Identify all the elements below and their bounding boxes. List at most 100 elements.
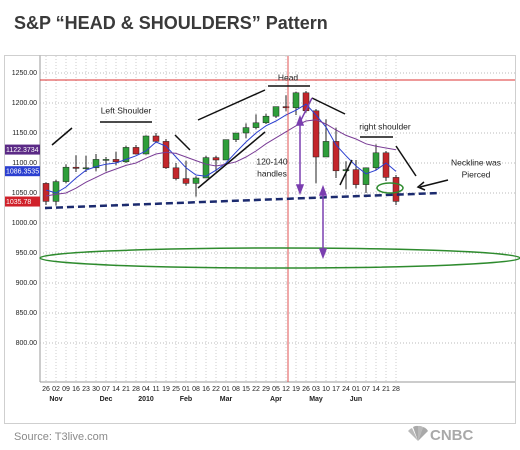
x-tick-label: 07 [362,386,370,393]
y-tick-label: 800.00 [16,340,38,347]
y-tick-label: 1100.00 [12,160,37,167]
candle-body [212,157,220,161]
y-tick-label: 1250.00 [12,70,37,77]
x-tick-label: 16 [202,386,210,393]
level-marker-label: 1086.3535 [6,169,39,176]
x-tick-label: 28 [132,386,140,393]
x-tick-label: 01 [182,386,190,393]
measure-arrows [295,97,328,260]
candle-body [122,147,130,163]
x-tick-label: 01 [352,386,360,393]
handles-label: 120-140 [256,156,287,166]
level-marker-label: 1122.3734 [6,147,39,154]
annotations: Head Left Shoulder right shoulder 120-14… [39,56,520,382]
month-label: Nov [49,396,62,403]
moving-average [45,119,397,197]
candle-body [72,166,80,169]
candle-body [202,157,210,179]
x-tick-label: 08 [192,386,200,393]
candle-body [92,159,100,169]
head-label: Head [278,72,299,82]
x-tick-label: 14 [372,386,380,393]
month-label: May [309,396,323,403]
level-marker [5,166,40,177]
x-tick-label: 08 [232,386,240,393]
neckline-label: Neckline was [451,157,501,167]
candle-body [162,141,170,169]
x-tick-label: 09 [62,386,70,393]
x-tick-label: 07 [102,386,110,393]
month-label: Jun [350,396,362,403]
level-marker-label: 1035.78 [6,199,31,206]
pierce-ellipse [376,182,404,194]
candle-body [362,167,370,185]
logo-icon [408,425,428,441]
right-shoulder-label: right shoulder [359,121,411,131]
month-label: Dec [100,396,113,403]
y-tick-label: 1200.00 [12,100,37,107]
logo: CNBC [430,427,473,444]
x-tick-label: 21 [382,386,390,393]
candle-body [182,178,190,184]
x-tick-label: 30 [92,386,100,393]
y-tick-label: 1150.00 [12,130,37,137]
x-tick-label: 01 [222,386,230,393]
candle-body [352,169,360,185]
candle-body [292,92,300,109]
x-tick-label: 14 [112,386,120,393]
x-tick-label: 24 [342,386,350,393]
moving-average [45,103,397,194]
candle-body [152,135,160,142]
chart-title: S&P “HEAD & SHOULDERS” Pattern [14,13,328,33]
y-tick-label: 1050.00 [12,190,37,197]
candle-body [172,167,180,179]
x-tick-label: 28 [392,386,400,393]
month-label: Mar [220,396,233,403]
month-label: 2010 [138,396,154,403]
candle-body [242,127,250,134]
trend-lines [51,85,449,191]
x-tick-label: 19 [292,386,300,393]
x-tick-label: 25 [172,386,180,393]
marks: 1122.3734 1086.3535 1035.78 [5,91,400,207]
candle-body [392,177,400,202]
candle-body [232,132,240,140]
month-label: Feb [180,396,192,403]
panel [4,55,516,424]
x-tick-label: 03 [312,386,320,393]
candle-body [62,166,70,182]
month-label: Apr [270,396,282,403]
candle-body [332,141,340,172]
candle-body [262,115,270,124]
source: Source: T3live.com [14,431,108,443]
candle-body [282,106,290,109]
level-marker [5,196,40,207]
candle-body [42,183,50,202]
x-tick-label: 10 [322,386,330,393]
y-tick-label: 1000.00 [12,220,37,227]
candle-body [102,159,110,161]
x-tick-label: 17 [332,386,340,393]
candle-body [82,167,90,170]
candle-body [312,110,320,158]
x-tick-label: 11 [152,386,159,393]
x-tick-label: 19 [162,386,170,393]
x-tick-label: 22 [252,386,260,393]
candle-body [132,147,140,155]
candle-body [222,139,230,161]
handles-label: handles [257,168,287,178]
x-tick-label: 05 [272,386,280,393]
y-tick-label: 900.00 [16,280,38,287]
x-tick-label: 15 [242,386,250,393]
target-ellipse [39,247,520,269]
neckline-label: Pierced [462,169,491,179]
x-tick-label: 12 [282,386,290,393]
candle-body [192,177,200,184]
x-tick-label: 26 [42,386,50,393]
candle-body [302,92,310,112]
x-tick-label: 23 [82,386,90,393]
candle-body [322,141,330,158]
candle-body [252,122,260,128]
x-tick-label: 04 [142,386,150,393]
